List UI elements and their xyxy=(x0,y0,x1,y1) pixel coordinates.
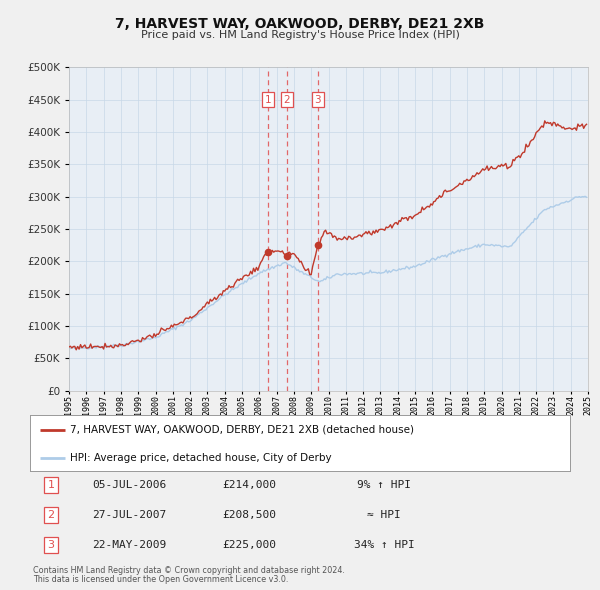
Text: 27-JUL-2007: 27-JUL-2007 xyxy=(92,510,166,520)
Text: 34% ↑ HPI: 34% ↑ HPI xyxy=(353,540,415,550)
Text: 22-MAY-2009: 22-MAY-2009 xyxy=(92,540,166,550)
Text: Contains HM Land Registry data © Crown copyright and database right 2024.: Contains HM Land Registry data © Crown c… xyxy=(33,566,345,575)
Text: 3: 3 xyxy=(314,94,321,104)
Text: 7, HARVEST WAY, OAKWOOD, DERBY, DE21 2XB: 7, HARVEST WAY, OAKWOOD, DERBY, DE21 2XB xyxy=(115,17,485,31)
Text: £208,500: £208,500 xyxy=(222,510,276,520)
Text: 05-JUL-2006: 05-JUL-2006 xyxy=(92,480,166,490)
Text: 1: 1 xyxy=(47,480,55,490)
Text: 3: 3 xyxy=(47,540,55,550)
Text: 9% ↑ HPI: 9% ↑ HPI xyxy=(357,480,411,490)
Text: 2: 2 xyxy=(47,510,55,520)
Text: 7, HARVEST WAY, OAKWOOD, DERBY, DE21 2XB (detached house): 7, HARVEST WAY, OAKWOOD, DERBY, DE21 2XB… xyxy=(71,425,415,435)
Text: 2: 2 xyxy=(283,94,290,104)
Text: This data is licensed under the Open Government Licence v3.0.: This data is licensed under the Open Gov… xyxy=(33,575,289,584)
Text: £225,000: £225,000 xyxy=(222,540,276,550)
Text: Price paid vs. HM Land Registry's House Price Index (HPI): Price paid vs. HM Land Registry's House … xyxy=(140,30,460,40)
Text: 1: 1 xyxy=(265,94,271,104)
Text: £214,000: £214,000 xyxy=(222,480,276,490)
Text: ≈ HPI: ≈ HPI xyxy=(367,510,401,520)
Text: HPI: Average price, detached house, City of Derby: HPI: Average price, detached house, City… xyxy=(71,453,332,463)
